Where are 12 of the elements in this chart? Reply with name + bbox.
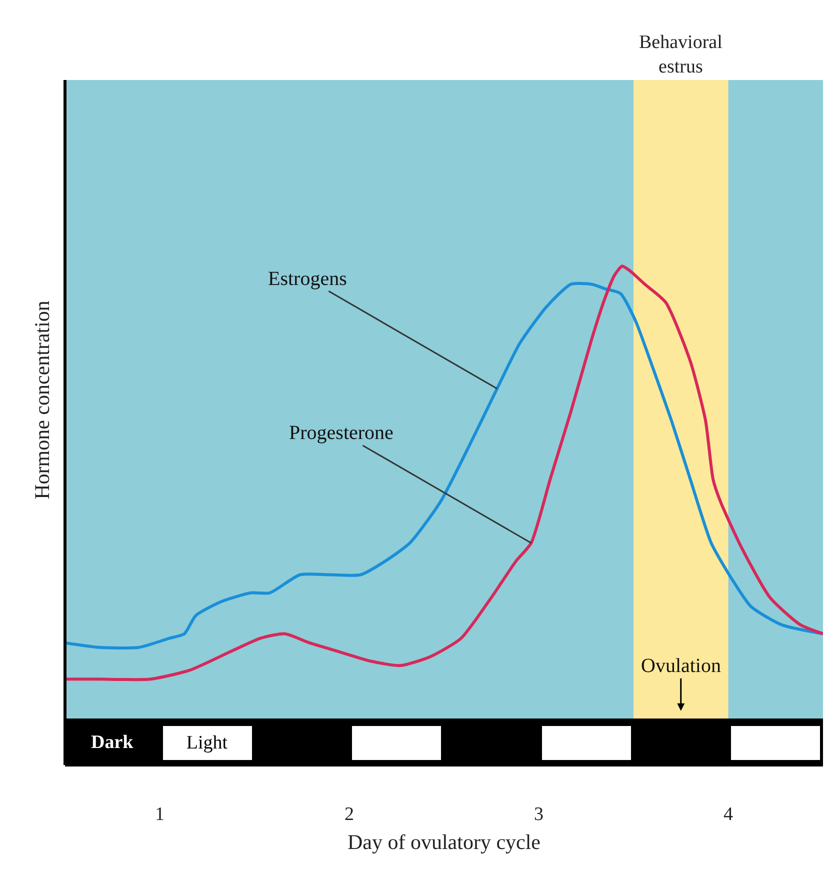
x-tick-label: 4: [724, 804, 734, 825]
annotation: Estrogens: [268, 268, 348, 290]
x-tick-label: 2: [344, 804, 354, 825]
band-label: Behavioral estrus: [639, 32, 722, 78]
annotation: Progesterone: [289, 422, 394, 444]
x-tick-label: 1: [155, 804, 164, 825]
text: Light: [186, 732, 228, 754]
text: Dark: [91, 732, 134, 753]
x-tick-label: 3: [534, 804, 544, 825]
y-axis-title: Hormone concentration: [30, 300, 54, 500]
x-axis-title: Day of ovulatory cycle: [347, 830, 541, 854]
annotation: Ovulation: [641, 655, 721, 677]
